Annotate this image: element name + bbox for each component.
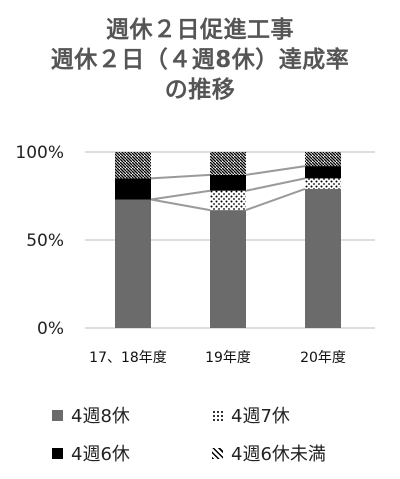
x-tick-label: 17、18年度 [89,350,167,366]
bar-segment [305,152,341,167]
legend-label: 4週8休 [71,406,130,427]
bar-segment [305,178,341,189]
bar-segment [210,152,246,175]
bar-segment [305,166,341,179]
legend-swatch [52,409,63,421]
series-connector-line [245,188,306,212]
series-connector-line [150,198,211,212]
bar-segment [115,199,151,328]
legend-label: 4週7休 [231,406,290,427]
series-connector-line [150,189,211,201]
legend-swatch [212,447,223,459]
x-tick-label: 20年度 [300,350,346,366]
y-tick-label: 50% [26,231,64,251]
legend-item: 4週6休未満 [212,440,326,466]
bar-segment [210,210,246,328]
x-tick-label: 19年度 [205,350,251,366]
legend-swatch [52,447,63,459]
bar-segment [115,152,151,179]
series-connector-line [245,177,306,192]
bar-segment [210,190,246,211]
chart-title-line-2: 週休２日（４週8休）達成率 [50,47,350,73]
bar-segment [115,178,151,200]
bar-segment [305,188,341,328]
y-tick-label: 0% [37,319,64,339]
legend-item: 4週6休 [52,440,130,466]
legend-item: 4週8休 [52,402,130,428]
series-connector-line [150,173,211,180]
legend-label: 4週6休未満 [231,444,326,465]
y-tick-label: 100% [15,143,64,163]
legend-item: 4週7休 [212,402,290,428]
chart-title-line-1: 週休２日促進工事 [106,17,294,43]
chart-title-line-3: の推移 [164,77,236,103]
legend-swatch [212,409,223,421]
bar-segment [210,174,246,191]
legend-label: 4週6休 [71,444,130,465]
series-connector-line [245,165,306,176]
